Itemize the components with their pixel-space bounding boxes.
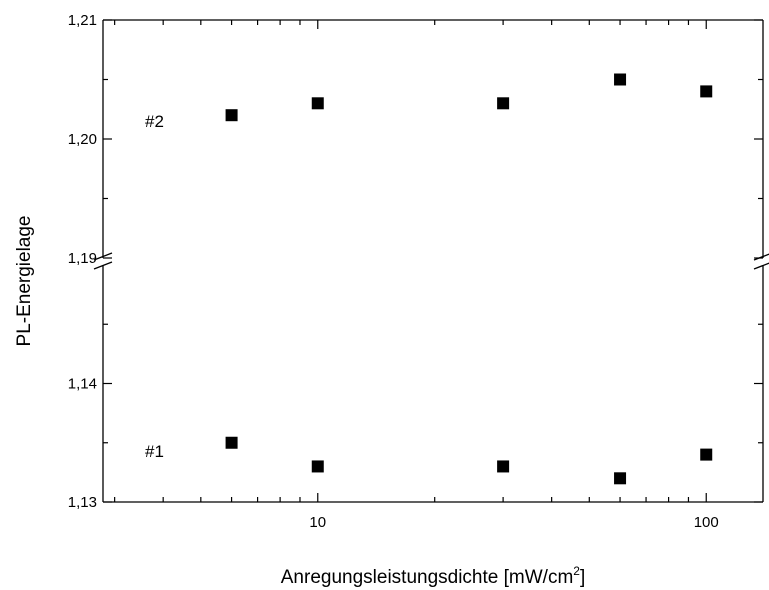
series-annotation-2: #2 bbox=[145, 112, 164, 131]
x-axis-title-suffix: ] bbox=[580, 567, 585, 588]
left-break-mark-upper bbox=[93, 252, 113, 261]
x-axis-title: Anregungsleistungsdichte [mW/cm2] bbox=[281, 564, 585, 588]
tick-labels: 10 100 1,13 1,14 1,19 1,20 1,21 bbox=[68, 12, 719, 531]
data-point-2-5 bbox=[700, 448, 713, 461]
data-markers bbox=[225, 73, 713, 485]
data-point-2-4 bbox=[614, 472, 627, 485]
y-tick-label: 1,13 bbox=[68, 494, 97, 511]
left-break-mark-lower bbox=[93, 261, 113, 270]
y-tick-label: 1,21 bbox=[68, 12, 97, 29]
data-point-1-5 bbox=[700, 85, 713, 98]
y-tick-label: 1,19 bbox=[68, 250, 97, 267]
data-point-1-2 bbox=[311, 97, 324, 110]
x-tick-label: 100 bbox=[694, 514, 719, 531]
x-axis-title-superscript: 2 bbox=[573, 564, 580, 578]
right-break-mark-upper bbox=[753, 253, 769, 261]
data-point-1-3 bbox=[497, 97, 510, 110]
plot-frame bbox=[93, 19, 769, 503]
data-point-2-2 bbox=[311, 460, 324, 473]
data-point-2-1 bbox=[225, 436, 238, 449]
x-tick-label: 10 bbox=[309, 514, 326, 531]
series-annotation-1: #1 bbox=[145, 442, 164, 461]
x-axis-title-main: Anregungsleistungsdichte [mW/cm bbox=[281, 567, 574, 588]
right-break-mark-lower bbox=[753, 262, 769, 270]
y-axis-title: PL-Energielage bbox=[14, 216, 35, 347]
axis-ticks bbox=[103, 19, 763, 503]
data-point-1-4 bbox=[614, 73, 627, 86]
y-tick-label: 1,14 bbox=[68, 376, 97, 393]
y-tick-label: 1,20 bbox=[68, 131, 97, 148]
data-point-2-3 bbox=[497, 460, 510, 473]
data-point-1-1 bbox=[225, 109, 238, 122]
